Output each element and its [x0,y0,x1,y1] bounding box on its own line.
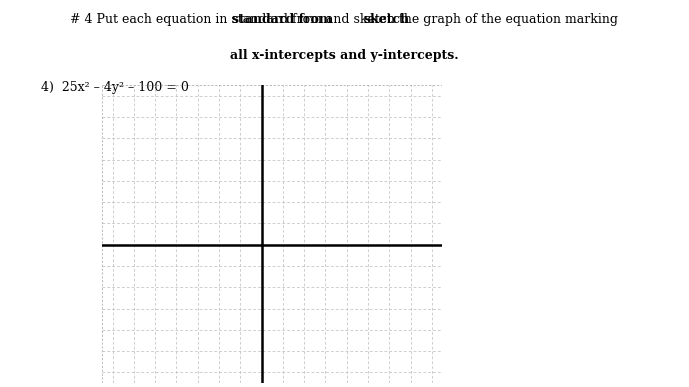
Text: all x-intercepts and y-intercepts.: all x-intercepts and y-intercepts. [230,50,459,62]
Text: sketch: sketch [364,13,410,26]
Text: 4)  25x² – 4y² – 100 = 0: 4) 25x² – 4y² – 100 = 0 [41,81,189,94]
Text: standard from: standard from [232,13,332,26]
Text: # 4 Put each equation in standard from and sketch the graph of the equation mark: # 4 Put each equation in standard from a… [70,13,619,26]
